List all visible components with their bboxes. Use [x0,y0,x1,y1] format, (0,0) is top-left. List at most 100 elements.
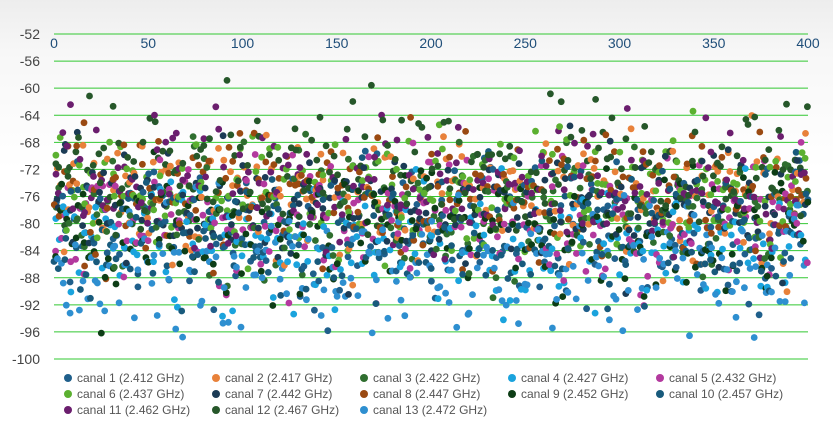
data-point [274,205,282,213]
data-point [74,215,81,223]
data-point [223,207,231,215]
data-point [769,198,777,206]
data-point [232,272,240,280]
data-point [212,240,220,248]
data-point [167,178,175,186]
data-point [727,231,735,239]
data-point [391,198,399,205]
data-point [712,235,720,242]
data-point [592,253,600,261]
data-point [425,183,433,191]
data-point [733,238,741,246]
data-point [157,189,165,196]
data-point [779,218,787,225]
data-point [802,190,810,198]
data-point [126,220,134,227]
data-point [365,248,373,256]
data-point [750,193,758,201]
data-point [111,242,119,250]
data-point [104,255,112,263]
data-point [453,323,461,331]
data-point [150,258,157,266]
data-point [523,281,531,289]
data-point [276,235,284,243]
data-point [156,156,164,164]
x-tick-label: 50 [140,35,156,51]
data-point [804,103,811,111]
data-point [155,240,163,248]
data-point [367,243,374,251]
data-point [311,306,318,314]
data-point [400,162,408,170]
data-point [75,134,82,141]
data-point [424,225,432,233]
data-point [509,220,517,228]
data-point [134,266,142,274]
data-point [67,288,75,296]
data-point [181,247,189,255]
data-point [384,314,392,322]
data-point [306,220,314,228]
data-point [277,192,284,200]
data-point [714,178,721,185]
data-point [203,164,211,171]
data-point [559,293,567,300]
data-point [407,114,414,121]
data-point [591,309,599,317]
data-point [292,146,300,154]
data-point [66,278,74,286]
data-point [490,264,498,272]
data-point [661,152,669,160]
data-point [711,268,719,276]
data-point [613,158,620,166]
data-point [111,182,119,190]
data-point [422,209,430,217]
data-point [627,210,635,218]
data-point [268,176,276,183]
data-point [555,283,563,290]
data-point [485,175,492,183]
data-point [229,307,237,315]
data-point [245,168,252,176]
data-point [96,179,104,187]
data-point [728,250,736,258]
data-point [691,128,699,136]
data-point [314,258,322,265]
data-point [687,240,695,248]
data-point [616,148,624,156]
data-point [580,136,588,144]
data-point [507,245,515,253]
data-point [532,169,540,177]
data-point [699,273,707,281]
data-point [353,233,361,241]
data-point [546,261,553,268]
data-point [470,229,478,237]
data-point [554,167,562,175]
data-point [671,241,679,249]
legend-swatch [360,405,368,414]
data-point [540,194,548,202]
data-point [219,312,226,320]
data-point [699,172,707,180]
data-point [733,181,741,188]
data-point [361,133,369,141]
data-point [586,191,593,199]
data-point [428,232,436,240]
data-point [605,251,612,259]
data-point [443,177,451,184]
data-point [418,123,426,131]
data-point [501,155,509,163]
data-point [783,100,790,108]
data-point [672,247,679,255]
data-point [283,290,290,298]
data-point [210,306,218,314]
data-point [231,198,239,205]
data-point [300,231,307,239]
data-point [295,241,303,249]
data-point [120,273,128,281]
data-point [110,263,118,271]
data-point [398,116,405,124]
y-tick-label: -92 [20,297,40,313]
data-point [750,255,757,262]
data-point [360,194,368,201]
